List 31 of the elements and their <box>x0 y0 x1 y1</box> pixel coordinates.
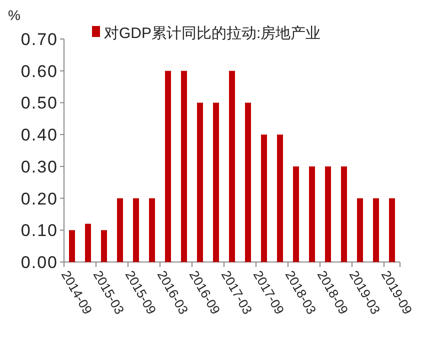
legend-label: 对GDP累计同比的拉动:房地产业 <box>104 25 321 42</box>
bar <box>85 224 91 262</box>
y-tick-label: 0.10 <box>20 221 58 240</box>
bar <box>293 166 299 262</box>
y-tick-label: 0.20 <box>20 189 58 208</box>
y-tick-label: 0.00 <box>20 253 58 272</box>
bar <box>197 102 203 262</box>
bar <box>357 198 363 262</box>
bar <box>389 198 395 262</box>
bar <box>165 70 171 262</box>
bar <box>69 230 75 262</box>
bar <box>325 166 331 262</box>
bar <box>117 198 123 262</box>
bar <box>373 198 379 262</box>
bar <box>277 134 283 262</box>
y-tick-label: 0.60 <box>20 62 58 81</box>
bar <box>261 134 267 262</box>
y-tick-label: 0.70 <box>20 30 58 49</box>
bar <box>101 230 107 262</box>
y-tick-label: 0.40 <box>20 126 58 145</box>
y-tick-label: 0.50 <box>20 94 58 113</box>
y-tick-label: 0.30 <box>20 157 58 176</box>
bar <box>309 166 315 262</box>
bar <box>229 70 235 262</box>
y-axis-title: % <box>8 7 20 23</box>
bar <box>245 102 251 262</box>
bar <box>149 198 155 262</box>
bar <box>133 198 139 262</box>
bar <box>213 102 219 262</box>
bar <box>181 70 187 262</box>
bar <box>341 166 347 262</box>
